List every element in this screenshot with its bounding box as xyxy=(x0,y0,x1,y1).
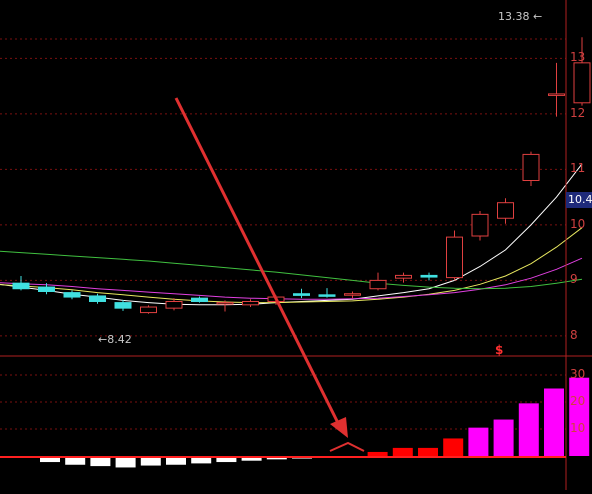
signal-marker: $ xyxy=(495,343,504,357)
candle-body xyxy=(548,93,565,96)
histogram-bar xyxy=(266,458,287,460)
histogram-bar xyxy=(241,458,262,461)
high-price-label: 13.38 ← xyxy=(498,10,543,23)
current-price-box: 10.4 xyxy=(566,192,592,208)
price-tick-label: 12 xyxy=(570,105,586,120)
histogram-bar xyxy=(292,458,312,459)
histogram-bar xyxy=(569,377,590,456)
price-tick-label: 10 xyxy=(570,216,586,231)
candle-body xyxy=(446,236,463,279)
price-tick-label: 9 xyxy=(570,272,578,287)
arrow-head xyxy=(330,417,348,438)
candle-body xyxy=(395,274,412,279)
candle-body xyxy=(38,286,55,292)
histogram-bar xyxy=(40,458,60,463)
histogram-bar xyxy=(418,447,438,456)
candle-body xyxy=(89,295,106,302)
price-tick-label: 11 xyxy=(570,161,586,176)
price-tick-label: 13 xyxy=(570,50,586,65)
candle-body xyxy=(471,213,489,237)
histogram-bar xyxy=(65,458,86,465)
candle-body xyxy=(216,302,234,305)
histogram-bar xyxy=(518,403,539,456)
annotation-arrow xyxy=(174,97,365,452)
candle-body xyxy=(12,282,30,290)
candlesticks xyxy=(12,37,591,314)
candle-body xyxy=(63,292,81,298)
histogram-bar xyxy=(90,458,111,467)
candle-body xyxy=(369,279,387,290)
indicator-histogram xyxy=(40,377,590,468)
candle-body xyxy=(114,302,132,309)
histogram-bar xyxy=(216,458,237,463)
histogram-bar xyxy=(544,388,564,456)
candle-body xyxy=(497,202,514,219)
indicator-tick-label: 30 xyxy=(570,367,586,381)
candle-body xyxy=(242,300,259,306)
low-price-label: ←8.42 xyxy=(98,333,132,346)
candle-body xyxy=(165,300,183,309)
histogram-bar xyxy=(493,419,514,456)
ma-line-ma20 xyxy=(0,257,583,300)
candle-body xyxy=(522,153,540,181)
arrow-shaft xyxy=(174,97,342,428)
histogram-bar xyxy=(140,458,161,466)
candle-body xyxy=(191,297,208,302)
indicator-tick-label: 20 xyxy=(570,394,586,408)
price-tick-label: 8 xyxy=(570,327,578,342)
candle-body xyxy=(420,274,438,278)
indicator-tick-label: 10 xyxy=(570,421,586,435)
histogram-bar xyxy=(191,458,212,464)
signal-peak xyxy=(329,441,365,452)
histogram-bar xyxy=(367,451,388,456)
moving-average-lines xyxy=(0,163,583,306)
candle-body xyxy=(573,62,591,104)
ma-line-ma10 xyxy=(0,227,583,304)
histogram-bar xyxy=(115,458,136,468)
candle-body xyxy=(293,293,310,296)
ma-line-ma5 xyxy=(0,163,583,306)
histogram-bar xyxy=(468,427,489,456)
histogram-bar xyxy=(443,438,464,456)
candle-body xyxy=(140,306,157,314)
ma-line-ma60 xyxy=(0,250,583,290)
histogram-bar xyxy=(392,447,413,456)
candle-body xyxy=(344,293,361,296)
candle-body xyxy=(318,294,336,297)
histogram-bar xyxy=(166,458,186,465)
